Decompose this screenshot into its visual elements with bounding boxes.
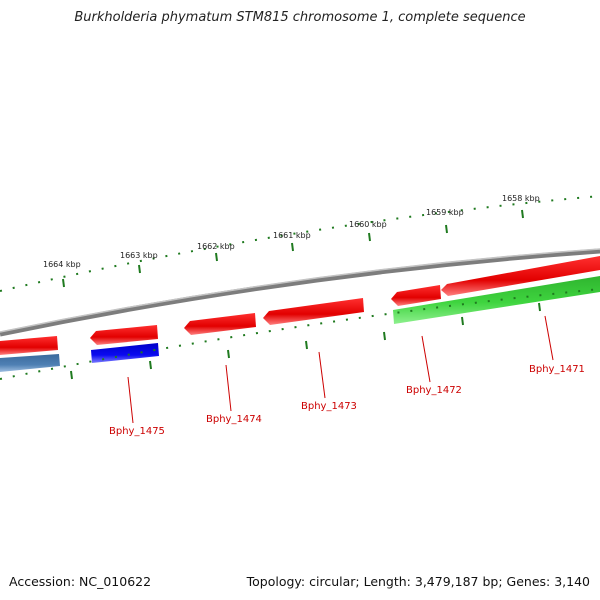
major-tick (538, 302, 541, 312)
leader-line (225, 364, 232, 412)
kbp-label: 1660 kbp (349, 220, 387, 229)
chromosome-backbone (0, 248, 600, 337)
major-tick (368, 232, 371, 242)
gene-label-bphy-1474[interactable]: Bphy_1474 (206, 414, 262, 425)
gene-arrow-reverse-steel[interactable] (0, 354, 60, 372)
leader-line (421, 335, 431, 383)
gene-arrow-bphy-1474[interactable] (184, 313, 256, 335)
gene-arrow-bphy-1472[interactable] (391, 285, 441, 306)
gene-label-bphy-1473[interactable]: Bphy_1473 (301, 401, 357, 412)
gene-arrow-bphy-1473[interactable] (263, 298, 364, 325)
leader-line (127, 376, 134, 424)
kbp-label: 1659 kbp (426, 208, 464, 217)
kbp-label: 1658 kbp (502, 194, 540, 203)
major-tick (521, 209, 524, 219)
gene-arrow-left-edge[interactable] (0, 336, 58, 355)
major-tick (383, 331, 386, 341)
kbp-label: 1662 kbp (197, 242, 235, 251)
topology-summary-text: Topology: circular; Length: 3,479,187 bp… (246, 574, 590, 589)
major-tick (62, 278, 65, 288)
gene-label-bphy-1471[interactable]: Bphy_1471 (529, 364, 585, 375)
major-tick (305, 340, 308, 350)
gene-arrow-bphy-1475[interactable] (90, 325, 158, 345)
leader-line (544, 315, 554, 361)
major-tick (70, 370, 73, 380)
major-tick (138, 264, 141, 274)
major-tick (227, 349, 230, 359)
accession-text: Accession: NC_010622 (9, 574, 152, 589)
major-tick (461, 316, 464, 326)
gene-arrow-bphy-1471[interactable] (441, 256, 600, 296)
kbp-label: 1661 kbp (273, 231, 311, 240)
chromosome-backbone-highlight (0, 248, 600, 333)
leader-line (318, 351, 326, 399)
gene-label-bphy-1472[interactable]: Bphy_1472 (406, 385, 462, 396)
kbp-label: 1664 kbp (43, 260, 81, 269)
gene-label-leaders (127, 315, 554, 424)
major-tick (291, 242, 294, 252)
map-title: Burkholderia phymatum STM815 chromosome … (74, 10, 526, 25)
gene-label-bphy-1475[interactable]: Bphy_1475 (109, 426, 165, 437)
gene-arrow-reverse-blue[interactable] (91, 343, 159, 363)
gene-arrow-reverse-green[interactable] (393, 276, 600, 324)
major-tick (445, 224, 448, 234)
major-tick (215, 252, 218, 262)
inner-major-ticks (70, 302, 541, 380)
outer-major-ticks (62, 209, 524, 288)
kbp-label: 1663 kbp (120, 251, 158, 260)
major-tick (149, 360, 152, 370)
